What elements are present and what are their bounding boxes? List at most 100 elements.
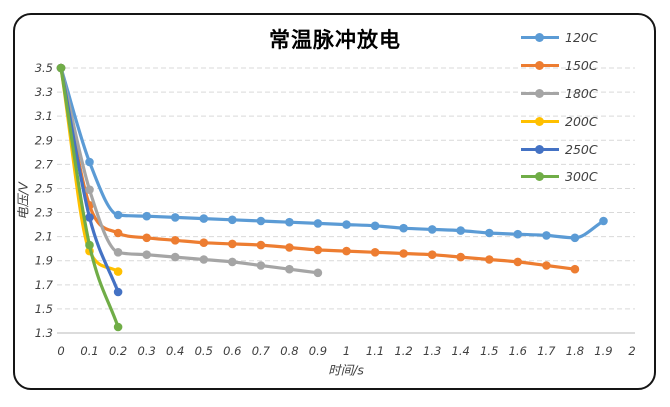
x-tick-label: 0.4	[166, 344, 184, 358]
y-tick-label: 3.5	[35, 61, 53, 75]
x-tick-label: 0.6	[223, 344, 241, 358]
x-tick-label: 0.5	[195, 344, 213, 358]
legend-label: 250C	[565, 141, 598, 157]
legend-line-marker-icon	[521, 172, 559, 182]
series-marker-180C	[170, 252, 180, 262]
legend-line-marker-icon	[521, 144, 559, 154]
x-tick-label: 2	[628, 344, 635, 358]
chart-title: 常温脉冲放电	[269, 28, 401, 52]
series-marker-120C	[542, 231, 551, 240]
series-marker-180C	[142, 250, 151, 259]
x-tick-label: 0.7	[252, 344, 271, 358]
series-marker-120C	[399, 223, 408, 233]
x-axis-title: 时间/s	[328, 362, 364, 378]
x-tick-label: 1.3	[423, 344, 441, 358]
series-marker-150C	[285, 243, 294, 252]
legend-label: 300C	[565, 169, 598, 185]
series-marker-180C	[228, 257, 237, 267]
series-marker-200C	[113, 267, 123, 276]
x-tick-label: 0.3	[138, 344, 156, 358]
series-marker-150C	[199, 238, 209, 247]
x-tick-label: 0.8	[280, 344, 298, 358]
series-marker-150C	[370, 248, 380, 257]
series-marker-120C	[427, 225, 437, 234]
series-marker-250C	[113, 287, 123, 297]
series-marker-150C	[542, 261, 551, 270]
series-marker-120C	[370, 221, 380, 231]
legend-label: 200C	[565, 113, 598, 129]
legend-label: 150C	[565, 58, 598, 74]
series-marker-150C	[342, 246, 351, 256]
legend-label: 180C	[565, 85, 598, 101]
series-marker-300C	[113, 322, 123, 332]
x-tick-label: 1.5	[480, 344, 498, 358]
y-tick-label: 2.1	[35, 230, 53, 244]
series-marker-120C	[485, 228, 494, 238]
series-marker-120C	[228, 215, 237, 225]
series-marker-150C	[228, 239, 237, 249]
legend-item-250C: 250C	[521, 135, 598, 163]
series-marker-150C	[170, 236, 180, 245]
series-line-300C	[59, 66, 120, 329]
series-marker-120C	[142, 211, 151, 221]
series-marker-120C	[285, 217, 294, 227]
y-tick-label: 2.3	[35, 206, 53, 220]
series-marker-120C	[513, 229, 523, 239]
series-marker-150C	[456, 252, 466, 262]
x-tick-label: 0.1	[80, 344, 98, 358]
y-tick-label: 2.7	[35, 157, 54, 171]
x-tick-label: 1.1	[366, 344, 384, 358]
legend-label: 120C	[565, 30, 598, 46]
series-marker-150C	[313, 245, 323, 255]
series-marker-150C	[399, 249, 408, 258]
series-marker-150C	[513, 257, 523, 267]
y-tick-label: 1.3	[35, 326, 53, 340]
y-tick-label: 3.3	[35, 85, 53, 99]
series-marker-180C	[199, 255, 209, 264]
series-marker-120C	[113, 210, 123, 220]
series-marker-120C	[199, 214, 209, 223]
series-marker-300C	[56, 63, 66, 73]
series-marker-120C	[570, 233, 580, 243]
y-tick-label: 2.5	[35, 181, 53, 195]
y-tick-label: 1.7	[35, 278, 54, 292]
series-marker-180C	[113, 248, 123, 257]
series-marker-180C	[285, 264, 294, 274]
series-marker-180C	[256, 261, 266, 270]
chart-legend: 120C 150C 180C 200C 250C 300C	[521, 24, 598, 191]
series-marker-150C	[142, 233, 151, 243]
x-tick-label: 1.9	[594, 344, 612, 358]
x-tick-label: 1.6	[509, 344, 527, 358]
series-marker-150C	[256, 240, 266, 250]
x-tick-label: 0	[57, 344, 64, 358]
series-marker-120C	[313, 219, 323, 228]
y-tick-label: 3.1	[35, 109, 53, 123]
series-marker-150C	[485, 255, 494, 264]
series-marker-250C	[85, 213, 94, 222]
legend-dot-icon	[535, 61, 544, 71]
series-marker-120C	[85, 157, 94, 167]
x-tick-label: 0.9	[309, 344, 327, 358]
legend-dot-icon	[535, 88, 544, 98]
series-marker-180C	[313, 268, 323, 278]
series-marker-120C	[599, 216, 608, 226]
legend-item-120C: 120C	[521, 24, 598, 52]
series-marker-180C	[85, 185, 94, 194]
x-tick-label: 1.4	[452, 344, 470, 358]
legend-dot-icon	[535, 33, 544, 43]
legend-dot-icon	[535, 116, 544, 126]
series-marker-150C	[427, 250, 437, 259]
x-tick-label: 1.8	[566, 344, 584, 358]
series-marker-300C	[85, 240, 94, 250]
legend-line-marker-icon	[521, 33, 559, 43]
y-tick-label: 2.9	[35, 133, 53, 147]
x-tick-label: 1	[343, 344, 350, 358]
legend-line-marker-icon	[521, 61, 559, 71]
legend-item-180C: 180C	[521, 80, 598, 108]
legend-item-150C: 150C	[521, 52, 598, 80]
x-tick-label: 1.7	[537, 344, 556, 358]
legend-item-300C: 300C	[521, 163, 598, 191]
x-tick-label: 0.2	[109, 344, 127, 358]
y-axis-title: 电压/V	[15, 182, 31, 220]
